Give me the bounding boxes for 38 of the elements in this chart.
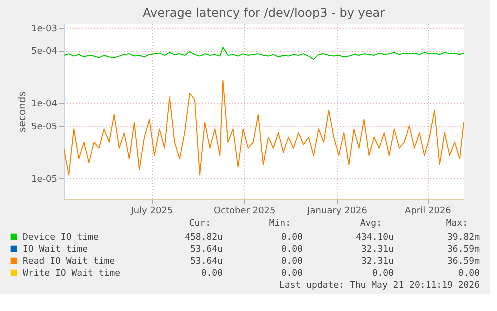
text: 53.64u: [190, 245, 223, 255]
text: Avg:: [360, 219, 382, 229]
x-tick-label: July 2025: [130, 206, 174, 216]
text: 53.64u: [190, 257, 223, 267]
text: 0.00: [372, 269, 394, 279]
text: 32.31u: [361, 257, 394, 267]
text: 0.00: [281, 245, 303, 255]
text: 36.59m: [447, 257, 480, 267]
y-tick-label: 5e-05: [32, 122, 58, 132]
text: 36.59m: [447, 245, 480, 255]
line-series: [64, 47, 464, 60]
text: 39.82m: [447, 233, 480, 243]
text: Cur:: [189, 219, 211, 229]
text: 0.00: [281, 233, 303, 243]
text: 32.31u: [361, 245, 394, 255]
x-tick-label: October 2025: [214, 206, 276, 216]
text: 434.10u: [356, 233, 394, 243]
y-tick-label: 5e-04: [32, 47, 58, 58]
text: Last update: Thu May 21 20:11:19 2026: [280, 281, 480, 291]
chart-title: Average latency for /dev/loop3 - by year: [142, 6, 386, 20]
text: 0.00: [281, 257, 303, 267]
x-tick-label: April 2026: [405, 206, 452, 216]
legend-label: Read IO Wait time: [23, 257, 116, 267]
y-tick-label: 1e-04: [32, 100, 58, 110]
text: 0.00: [281, 269, 303, 279]
text: Min:: [269, 219, 291, 229]
text: 0.00: [201, 269, 223, 279]
legend-label: Write IO Wait time: [23, 269, 121, 279]
legend-label: Device IO time: [23, 233, 99, 243]
x-tick-label: January 2026: [306, 206, 368, 216]
y-tick-label: 1e-05: [32, 174, 58, 185]
legend-label: IO Wait time: [23, 245, 88, 255]
text: 458.82u: [185, 233, 223, 243]
y-tick-label: 1e-03: [32, 24, 58, 34]
line-series: [64, 80, 464, 176]
y-axis-title: seconds: [18, 92, 29, 132]
text: Max:: [446, 219, 468, 229]
text: 0.00: [458, 269, 480, 279]
